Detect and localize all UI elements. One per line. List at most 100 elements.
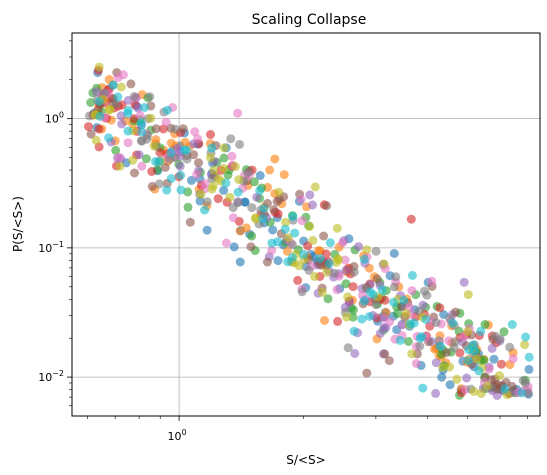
data-point [190, 127, 200, 137]
data-point [94, 124, 104, 134]
data-point [372, 274, 382, 284]
data-point [151, 124, 161, 134]
data-point [283, 233, 293, 243]
data-point [314, 246, 323, 255]
data-point [142, 134, 152, 144]
data-point [484, 364, 494, 374]
data-point [411, 359, 421, 368]
data-point [282, 246, 292, 256]
data-point [280, 224, 290, 234]
data-point [123, 138, 133, 148]
data-point [482, 381, 492, 391]
data-point [409, 318, 419, 328]
data-point [365, 312, 374, 321]
data-point [187, 175, 196, 185]
data-point [395, 336, 405, 345]
data-point [116, 111, 126, 121]
chart-title: Scaling Collapse [252, 12, 367, 28]
data-point [436, 341, 446, 351]
data-point [325, 238, 335, 248]
data-point [194, 158, 203, 168]
data-point [91, 135, 101, 145]
data-point [384, 356, 394, 366]
data-point [329, 268, 339, 278]
data-point [207, 143, 217, 153]
data-point [155, 148, 165, 158]
data-point [464, 345, 474, 355]
data-point [332, 285, 342, 295]
data-point [524, 352, 534, 362]
data-point [377, 285, 387, 295]
data-point [489, 354, 499, 364]
data-point [160, 162, 170, 172]
data-point [123, 126, 133, 136]
data-point [472, 354, 482, 364]
data-point [445, 362, 455, 372]
data-point [463, 290, 473, 300]
data-point [262, 257, 272, 267]
data-point [480, 320, 490, 329]
data-point [115, 161, 125, 171]
data-point [202, 225, 212, 235]
data-point [389, 249, 399, 258]
data-point [389, 297, 399, 307]
data-point [206, 130, 215, 139]
data-point [200, 205, 210, 215]
data-point [317, 288, 327, 297]
data-point [521, 332, 531, 342]
data-point [287, 240, 297, 250]
data-point [293, 275, 303, 285]
data-point [406, 214, 416, 224]
data-point [310, 182, 320, 192]
data-point [435, 303, 445, 313]
data-point [349, 267, 359, 277]
data-point [213, 194, 223, 204]
data-point [348, 282, 358, 292]
y-axis-label: P(S/<S>) [11, 196, 25, 252]
y-tick-label: 100 [45, 111, 64, 126]
data-point [487, 343, 497, 353]
axis-ticks: 100 10−2 10−1 100 [38, 40, 528, 443]
data-point [137, 161, 147, 171]
data-point [379, 259, 389, 269]
data-point [86, 129, 96, 139]
data-point [137, 127, 147, 137]
data-point [178, 124, 188, 134]
data-point [94, 62, 104, 72]
data-point [111, 99, 121, 109]
data-point [451, 307, 461, 317]
data-point [418, 383, 428, 393]
data-point [195, 196, 205, 206]
data-point [322, 201, 331, 211]
data-point [421, 314, 431, 324]
data-point [258, 214, 268, 224]
data-point [463, 326, 473, 336]
data-point [507, 320, 517, 329]
data-point [235, 257, 245, 267]
data-point [123, 109, 133, 118]
data-point [185, 217, 195, 227]
data-point [176, 170, 186, 180]
data-point [389, 282, 399, 292]
data-point [281, 217, 291, 227]
data-point [348, 312, 358, 322]
data-point [147, 167, 157, 176]
data-point [267, 238, 277, 248]
data-point [359, 296, 369, 306]
data-point [407, 286, 417, 296]
data-point [233, 198, 243, 208]
data-point [140, 103, 149, 112]
data-point [308, 200, 317, 210]
data-point [229, 242, 239, 252]
data-point [146, 113, 156, 123]
data-point [331, 257, 341, 267]
data-point [319, 231, 329, 241]
x-axis-label: S/<S> [286, 453, 325, 467]
data-point [141, 154, 151, 164]
data-point [469, 387, 479, 396]
data-point [455, 348, 465, 358]
data-point [452, 374, 462, 384]
data-point [274, 194, 284, 204]
data-point [219, 163, 229, 173]
data-point [324, 258, 334, 268]
